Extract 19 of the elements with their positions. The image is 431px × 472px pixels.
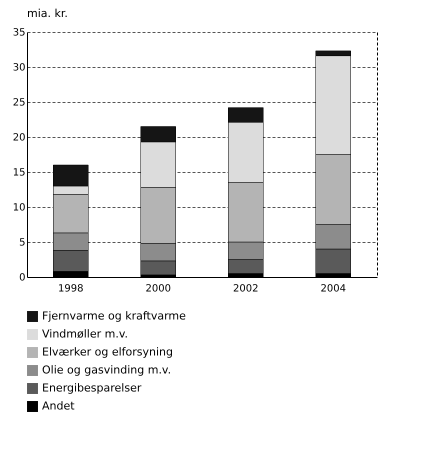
y-tick-label: 30 [12, 62, 26, 74]
y-axis-title: mia. kr. [27, 7, 68, 20]
y-tick-label: 35 [12, 28, 26, 38]
x-tick-label: 1998 [58, 284, 84, 294]
y-tick-label: 20 [12, 132, 26, 144]
y-tick-label: 5 [19, 238, 26, 248]
y-tick-label: 25 [12, 98, 26, 108]
legend-label: Vindmøller m.v. [42, 328, 128, 340]
legend-label: Fjernvarme og kraftvarme [42, 310, 186, 322]
x-tick-label: 2000 [146, 284, 171, 294]
y-tick-label: 0 [19, 272, 26, 284]
x-tick-label: 2004 [320, 284, 346, 294]
y-tick-label: 15 [12, 168, 26, 178]
legend-label: Elværker og elforsyning [42, 346, 173, 358]
legend-label: Energibesparelser [42, 382, 142, 394]
x-tick-label: 2002 [233, 284, 258, 294]
legend-label: Olie og gasvinding m.v. [42, 364, 172, 376]
legend-label: Andet [42, 400, 76, 412]
y-tick-label: 10 [12, 202, 26, 214]
